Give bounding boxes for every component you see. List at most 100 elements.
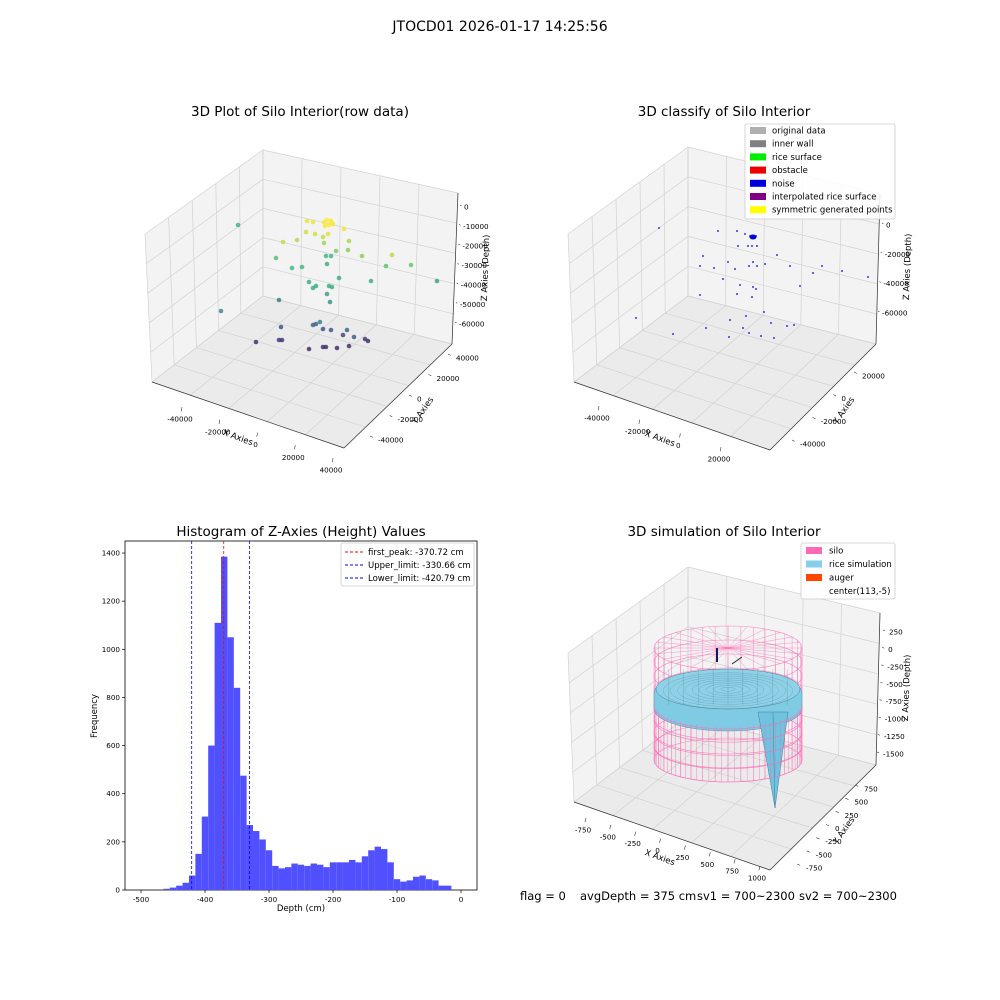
- classify-legend-swatch: [750, 127, 766, 134]
- raw-data-3d-grid-line: [144, 233, 153, 383]
- classify-3d-z-tick-label: -40000: [883, 279, 909, 288]
- simulation-3d-y-tick-mark: [845, 797, 849, 800]
- raw-data-3d-floor-pane: [152, 296, 452, 448]
- classify-3d-x-tick-mark: [598, 405, 600, 411]
- raw-data-point: [321, 240, 327, 246]
- classify-3d-grid-line: [619, 347, 813, 408]
- raw-data-3d-z-tick-mark: [459, 224, 461, 226]
- noise-point: [722, 278, 724, 280]
- simulation-3d-grid-line: [642, 750, 834, 808]
- raw-data-3d-grid-line: [191, 200, 197, 348]
- raw-data-3d-grid-line: [305, 334, 415, 436]
- raw-data-3d-x-tick-mark: [294, 445, 296, 450]
- classify-3d-grid-line: [615, 199, 620, 348]
- noise-point: [786, 325, 788, 327]
- simulation-3d-y-tick-label: 0: [835, 824, 840, 833]
- simulation-3d-y-tick-label: 750: [864, 785, 878, 794]
- simulation-3d-z-tick-mark: [879, 699, 882, 701]
- raw-data-point: [322, 223, 328, 229]
- histogram-bar: [374, 846, 381, 890]
- raw-data-point: [333, 248, 339, 254]
- raw-data-3d-y-tick-mark: [369, 435, 373, 438]
- raw-data-3d-grid-line: [262, 295, 453, 345]
- classify-3d-legend: original data inner wall rice surface obsta…: [744, 123, 896, 220]
- histogram-bar: [272, 865, 279, 890]
- raw-data-3d-grid-line: [262, 237, 455, 284]
- raw-data-point: [306, 279, 312, 285]
- silo-lid-line: [675, 647, 729, 664]
- simulation-3d-z-tick-mark: [881, 664, 884, 666]
- raw-data-3d-z-tick-mark: [459, 204, 462, 206]
- raw-data-point: [294, 237, 300, 243]
- simulation-3d-x-tick-mark: [659, 838, 661, 843]
- simulation-3d-y-tick-mark: [796, 863, 801, 866]
- histogram-bar: [285, 867, 292, 890]
- raw-data-3d-grid-line: [262, 178, 457, 224]
- histogram-plot-area: [124, 540, 478, 891]
- histogram-y-tick-label: 600: [106, 741, 120, 750]
- simulation-3d-z-tick-mark: [878, 716, 881, 719]
- classify-legend-swatch: [750, 179, 766, 187]
- histogram-legend: first_peak: -370.72 cm Upper_limit: -330.…: [340, 542, 475, 587]
- raw-data-point: [320, 326, 326, 332]
- rice-mesh-ring: [670, 674, 786, 707]
- histogram-x-tick-label: -500: [133, 895, 150, 904]
- simulation-3d-x-tick-label: 250: [676, 853, 690, 862]
- noise-point: [821, 265, 823, 267]
- histogram-bar: [432, 880, 439, 890]
- raw-data-3d-z-tick-mark: [456, 282, 459, 284]
- raw-data-3d-points: [218, 217, 440, 352]
- raw-data-3d-grid-line: [266, 324, 377, 422]
- raw-data-point: [280, 239, 286, 245]
- raw-data-3d-z-tick-label: -20000: [462, 242, 488, 251]
- raw-data-point: [389, 252, 395, 258]
- classify-legend-label: inner wall: [772, 140, 813, 150]
- simulation-3d-y-tick-mark: [806, 850, 810, 853]
- classify-3d-grid-line: [665, 312, 855, 366]
- raw-data-3d-z-tick-label: -30000: [462, 261, 488, 270]
- raw-data-point: [310, 285, 316, 291]
- raw-data-3d-grid-line: [146, 178, 264, 264]
- simulation-3d-legend-frame: [800, 542, 896, 600]
- simulation-legend-label: rice simulation: [829, 560, 892, 570]
- classify-3d-x-tick-label: 0: [676, 441, 681, 450]
- raw-data-point: [434, 278, 440, 284]
- raw-data-point: [320, 234, 326, 240]
- histogram-legend-frame: [340, 542, 475, 587]
- histogram-title: Histogram of Z-Axies (Height) Values: [176, 524, 425, 540]
- raw-data-3d-y-tick-label: -40000: [378, 436, 404, 445]
- raw-data-3d-x-tick-mark: [181, 406, 183, 412]
- noise-point: [776, 254, 778, 256]
- raw-data-point: [325, 231, 331, 237]
- simulation-3d-z-tick-label: -1250: [884, 732, 905, 741]
- noise-point: [770, 322, 772, 324]
- raw-data-point: [340, 332, 346, 338]
- simulation-3d-y-tick-mark: [854, 784, 859, 787]
- simulation-3d-grid-line: [567, 652, 575, 803]
- raw-data-point: [324, 261, 330, 267]
- histogram-bar: [368, 850, 375, 890]
- simulation-3d-scene: [653, 625, 803, 809]
- noise-point: [736, 293, 738, 295]
- raw-data-3d-grid-line: [190, 305, 302, 396]
- rice-funnel-edge: [772, 711, 776, 809]
- raw-data-point: [324, 291, 330, 297]
- simulation-3d-grid-line: [687, 566, 881, 614]
- classify-3d-y-axis-line: [769, 343, 877, 451]
- classify-legend-label: rice surface: [772, 153, 822, 163]
- histogram-bar: [246, 825, 253, 890]
- simulation-3d-y-tick-mark: [816, 837, 820, 840]
- noise-point: [727, 261, 729, 263]
- simulation-3d-z-tick-label: -500: [886, 680, 903, 689]
- raw-data-3d-grid-line: [228, 314, 339, 409]
- noise-point: [755, 288, 757, 290]
- histogram-bar: [336, 862, 343, 890]
- simulation-3d-grid-line: [730, 754, 839, 857]
- histogram-x-tick-label: -400: [197, 895, 214, 904]
- raw-data-3d-grid-line: [218, 330, 409, 386]
- simulation-3d-z-ticks: 250 0 -250 -500 -750 -1000 -1250 -1500: [876, 628, 906, 759]
- histogram-bar: [329, 862, 337, 890]
- simulation-3d-grid-line: [619, 767, 813, 829]
- histogram-bar: [310, 863, 317, 890]
- simulation-3d-grid-line: [652, 735, 764, 830]
